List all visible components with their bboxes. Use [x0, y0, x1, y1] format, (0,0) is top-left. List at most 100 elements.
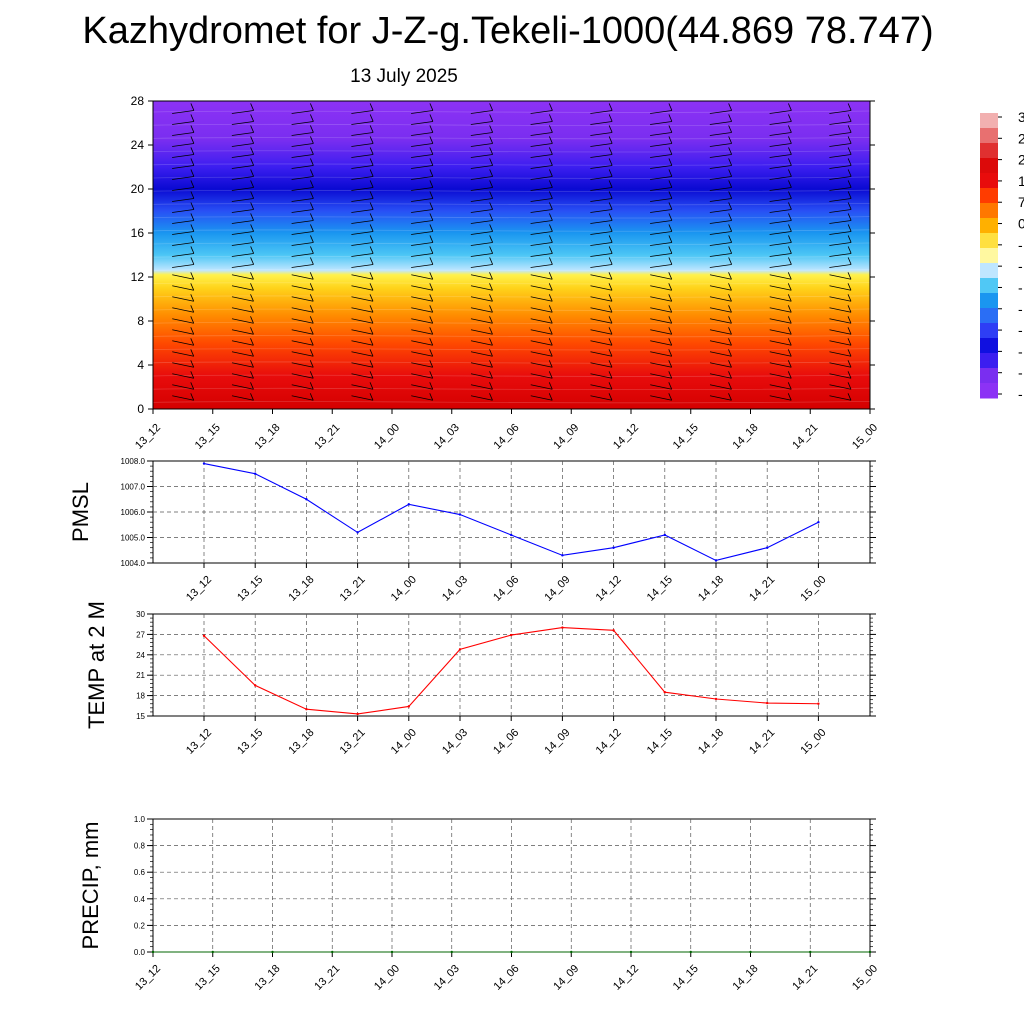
wind-barb-flag	[429, 316, 434, 324]
wind-barb	[590, 110, 613, 114]
wind-barb	[470, 362, 493, 368]
colorbar-swatch	[980, 188, 998, 204]
wind-barb-flag	[250, 257, 255, 265]
wind-barb	[351, 242, 374, 246]
wind-barb	[231, 209, 254, 213]
x-tick-label: 13_15	[235, 574, 265, 604]
wind-barb-flag	[728, 349, 732, 357]
wind-barb-flag	[668, 257, 673, 265]
wind-barb	[470, 351, 493, 357]
wind-barb-flag	[250, 349, 254, 357]
wind-barb-flag	[788, 114, 792, 122]
wind-barb-flag	[788, 180, 792, 188]
wind-barb-flag	[668, 235, 673, 243]
wind-barb	[351, 165, 374, 169]
wind-barb-flag	[788, 257, 792, 265]
wind-barb-flag	[787, 327, 792, 335]
wind-barb	[411, 165, 433, 169]
y-tick-label: 28	[131, 94, 145, 108]
wind-barb	[470, 154, 493, 158]
wind-barb	[590, 296, 613, 302]
wind-barb-flag	[847, 136, 852, 144]
wind-barb-flag	[728, 338, 732, 346]
x-tick-label: 13_18	[286, 574, 316, 604]
wind-barb-flag	[489, 327, 493, 335]
colorbar: 3 2 2 1 7 0 - - - - - - - -	[980, 109, 1024, 402]
x-tick-label: 14_12	[611, 422, 641, 452]
contour-line	[152, 321, 871, 325]
wind-barb	[411, 373, 433, 379]
temp-data-point	[407, 705, 410, 708]
precip-data-point	[868, 950, 872, 954]
heatmap-field	[153, 101, 870, 409]
wind-barb	[769, 373, 792, 379]
wind-barb	[829, 198, 852, 202]
wind-barb-flag	[429, 283, 434, 291]
wind-barb	[231, 307, 254, 313]
wind-barb	[411, 187, 433, 191]
x-tick-label: 14_21	[747, 574, 777, 604]
colorbar-swatch	[980, 203, 998, 219]
wind-barb	[709, 384, 732, 390]
wind-barb	[470, 143, 493, 147]
wind-barb	[530, 121, 553, 125]
wind-barb-flag	[310, 125, 314, 133]
wind-barb-flag	[369, 202, 374, 210]
wind-barb	[650, 154, 672, 158]
wind-barb	[172, 264, 194, 268]
wind-barb-flag	[608, 224, 613, 232]
wind-barb	[291, 198, 314, 202]
x-tick-label: 13_21	[338, 727, 368, 757]
wind-barb	[411, 296, 433, 302]
wind-barb-flag	[728, 294, 732, 302]
wind-barb	[411, 285, 433, 291]
wind-barb	[709, 198, 732, 202]
temp-data-point	[458, 648, 462, 651]
y-tick-label: 30	[136, 610, 145, 619]
wind-barb-flag	[369, 338, 374, 346]
wind-barb	[769, 285, 792, 291]
contour-line	[152, 242, 871, 245]
x-tick-label: 14_18	[696, 574, 726, 604]
wind-barb	[709, 395, 732, 401]
wind-barb	[411, 253, 433, 257]
wind-barb-flag	[310, 213, 314, 221]
wind-barb	[172, 274, 194, 280]
wind-barb	[172, 176, 194, 180]
wind-barb-flag	[369, 169, 374, 177]
colorbar-swatch	[980, 128, 998, 144]
wind-barb	[829, 329, 852, 335]
wind-barb-flag	[429, 136, 434, 144]
wind-barb-flag	[668, 305, 673, 313]
wind-barb	[590, 143, 613, 147]
wind-barb	[470, 132, 493, 136]
wind-barb-flag	[608, 338, 613, 346]
wind-barb	[709, 242, 732, 246]
wind-barb	[650, 362, 672, 368]
wind-barb-flag	[548, 305, 553, 313]
wind-barb	[650, 274, 672, 280]
wind-barb	[650, 209, 672, 213]
wind-barb	[351, 395, 374, 401]
wind-barb	[590, 274, 613, 280]
wind-barb	[291, 362, 314, 368]
wind-barb-flag	[489, 158, 494, 166]
wind-barb	[650, 253, 672, 257]
colorbar-label: 2	[1018, 130, 1024, 146]
wind-barb	[769, 231, 792, 235]
wind-barb	[411, 143, 433, 147]
wind-barb-flag	[668, 283, 673, 291]
precip-data-point	[689, 950, 692, 954]
x-tick-label: 13_12	[184, 727, 214, 757]
wind-barb-flag	[309, 338, 314, 346]
wind-barb-flag	[369, 305, 374, 313]
wind-barb	[829, 187, 852, 191]
wind-barb-flag	[369, 283, 374, 291]
contour-line	[152, 348, 871, 351]
wind-barb-flag	[549, 114, 553, 122]
wind-barb	[769, 220, 792, 224]
wind-barb	[530, 110, 553, 114]
wind-barb-flag	[250, 360, 254, 368]
wind-barb-flag	[608, 191, 613, 199]
wind-barb	[769, 121, 792, 125]
